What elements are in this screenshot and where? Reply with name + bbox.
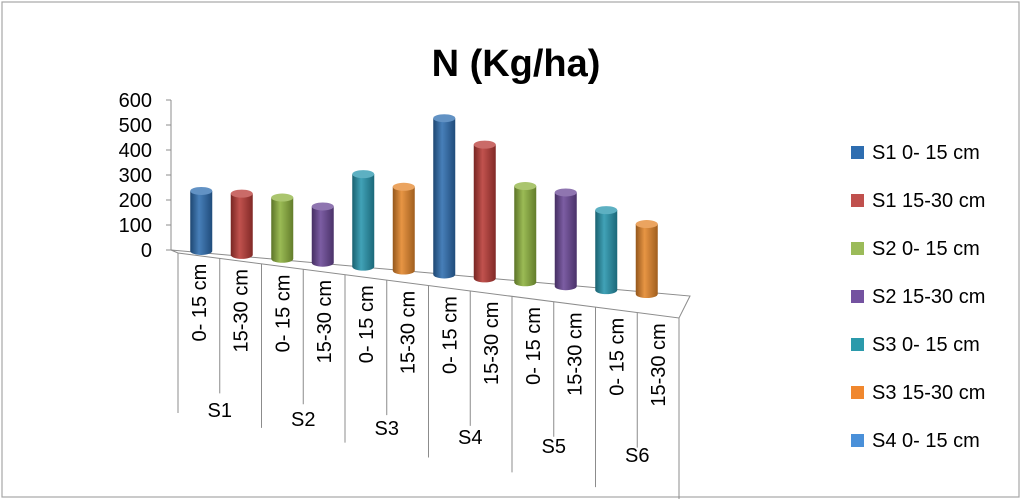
x-tick-label: 15-30 cm xyxy=(481,302,503,385)
legend-swatch xyxy=(851,194,864,207)
legend-item: S3 0- 15 cm xyxy=(851,334,980,356)
bar-top xyxy=(392,182,415,191)
group-label: S2 xyxy=(291,409,315,431)
y-tick-label: 200 xyxy=(119,190,152,212)
x-tick-label: 0- 15 cm xyxy=(356,285,378,363)
legend-swatch xyxy=(851,290,864,303)
legend-swatch xyxy=(851,434,864,447)
bar-body xyxy=(352,174,375,271)
legend-item: S1 15-30 cm xyxy=(851,190,985,212)
bar-body xyxy=(190,190,213,255)
bar xyxy=(311,202,334,267)
bar-body xyxy=(635,224,658,299)
group-label: S1 xyxy=(208,400,232,422)
bar-top xyxy=(190,186,213,195)
axis-layer: 600 500 400 300 200 100 0 xyxy=(119,90,691,502)
bar-top xyxy=(514,182,537,191)
bar-body xyxy=(514,186,537,287)
bar-top xyxy=(352,170,375,179)
bar xyxy=(554,188,577,291)
y-tick-label: 0 xyxy=(141,240,152,262)
bar xyxy=(635,220,658,299)
legend-swatch xyxy=(851,338,864,351)
legend-item: S2 15-30 cm xyxy=(851,286,985,308)
x-tick-label: 0- 15 cm xyxy=(272,275,294,353)
x-tick-label: 15-30 cm xyxy=(565,312,587,395)
legend-swatch xyxy=(851,386,864,399)
legend-swatch xyxy=(851,242,864,255)
bar xyxy=(433,114,456,279)
legend-label: S1 15-30 cm xyxy=(872,190,985,212)
bar xyxy=(473,140,496,283)
bar-body xyxy=(473,144,496,283)
bar xyxy=(392,182,415,275)
legend-item: S4 0- 15 cm xyxy=(851,430,980,452)
y-tick-label: 600 xyxy=(119,90,152,112)
legend-label: S4 0- 15 cm xyxy=(872,430,980,452)
x-tick-label: 15-30 cm xyxy=(648,323,670,406)
bars-layer xyxy=(190,114,658,299)
bar xyxy=(514,182,537,287)
legend-label: S3 15-30 cm xyxy=(872,382,985,404)
legend-label: S3 0- 15 cm xyxy=(872,334,980,356)
bar-top xyxy=(271,193,294,202)
x-tick-label: 0- 15 cm xyxy=(606,318,628,396)
bar-top xyxy=(311,202,334,211)
x-tick-label: 0- 15 cm xyxy=(189,264,211,342)
bar xyxy=(190,186,213,255)
legend: S1 0- 15 cm S1 15-30 cm S2 0- 15 cm S2 15-3… xyxy=(851,142,985,452)
y-tick-label: 300 xyxy=(119,165,152,187)
y-tick-label: 500 xyxy=(119,115,152,137)
group-label: S3 xyxy=(375,418,399,440)
legend-label: S2 0- 15 cm xyxy=(872,238,980,260)
bar xyxy=(352,170,375,271)
bar-top xyxy=(635,220,658,229)
chart-title: N (Kg/ha) xyxy=(432,43,601,85)
legend-item: S3 15-30 cm xyxy=(851,382,985,404)
group-label: S5 xyxy=(542,436,566,458)
bar-body xyxy=(311,206,334,267)
y-tick-label: 400 xyxy=(119,140,152,162)
legend-swatch xyxy=(851,146,864,159)
bar-top xyxy=(433,114,456,123)
x-tick-label: 0- 15 cm xyxy=(439,296,461,374)
category-labels: 0- 15 cm 15-30 cm 0- 15 cm 15-30 cm 0- 15 cm… xyxy=(189,264,670,467)
bar-body xyxy=(554,192,577,291)
group-label: S6 xyxy=(625,445,649,467)
x-tick-label: 15-30 cm xyxy=(231,269,253,352)
bar-body xyxy=(595,210,618,295)
bar xyxy=(595,206,618,295)
bar-body xyxy=(433,118,456,279)
y-tick-label: 100 xyxy=(119,215,152,237)
bar-top xyxy=(230,189,253,198)
legend-item: S2 0- 15 cm xyxy=(851,238,980,260)
bar-top xyxy=(595,206,618,215)
group-label: S4 xyxy=(458,427,482,449)
bar xyxy=(271,193,294,263)
bar-top xyxy=(473,140,496,149)
x-tick-label: 15-30 cm xyxy=(314,280,336,363)
bar-body xyxy=(392,186,415,275)
legend-label: S1 0- 15 cm xyxy=(872,142,980,164)
x-tick-label: 15-30 cm xyxy=(398,291,420,374)
bar xyxy=(230,189,253,259)
bar-top xyxy=(554,188,577,197)
bar-body xyxy=(230,193,253,259)
legend-item: S1 0- 15 cm xyxy=(851,142,980,164)
x-tick-label: 0- 15 cm xyxy=(523,307,545,385)
bar-body xyxy=(271,197,294,263)
legend-label: S2 15-30 cm xyxy=(872,286,985,308)
